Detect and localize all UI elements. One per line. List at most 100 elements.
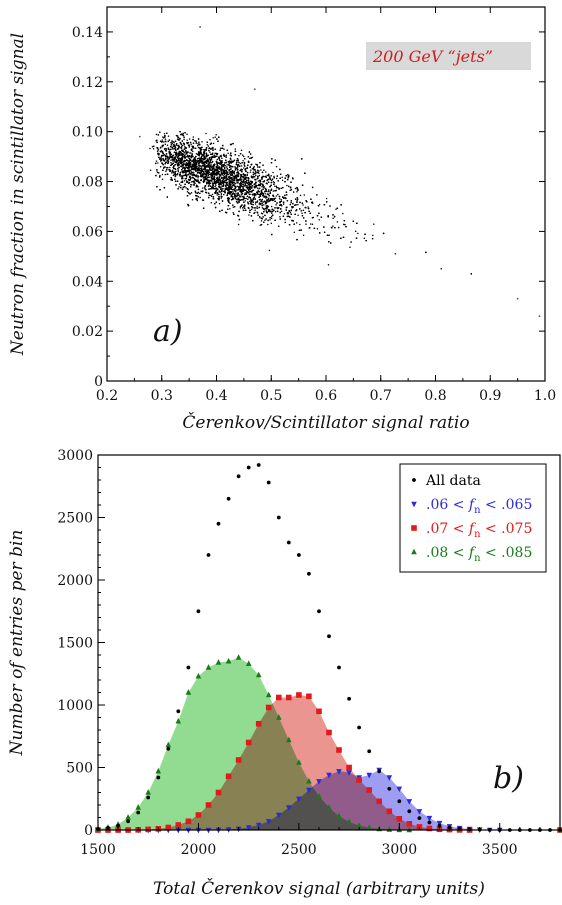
scatter-point: [216, 173, 218, 176]
scatter-point: [164, 134, 166, 137]
scatter-point: [218, 198, 220, 201]
scatter-point: [160, 149, 163, 152]
scatter-point: [267, 173, 270, 176]
scatter-point: [188, 138, 191, 140]
scatter-point: [262, 164, 264, 166]
scatter-point: [174, 140, 177, 142]
scatter-point: [337, 226, 340, 229]
scatter-point: [257, 180, 260, 182]
scatter-point: [260, 220, 263, 222]
scatter-point: [242, 176, 244, 178]
scatter-point: [212, 177, 214, 180]
scatter-point: [196, 179, 198, 181]
scatter-point: [246, 171, 249, 174]
scatter-point: [201, 168, 203, 171]
scatter-point: [192, 136, 195, 138]
scatter-point: [282, 201, 285, 203]
scatter-point: [230, 191, 232, 194]
scatter-point: [167, 135, 170, 137]
scatter-point: [211, 186, 213, 188]
scatter-point: [261, 207, 264, 209]
scatter-point: [176, 163, 179, 165]
scatter-point: [250, 187, 253, 189]
scatter-point: [204, 167, 206, 169]
scatter-point: [219, 159, 221, 162]
scatter-point: [240, 191, 243, 194]
scatter-point: [156, 170, 158, 172]
scatter-point: [262, 195, 264, 197]
scatter-point: [189, 152, 191, 154]
scatter-point: [215, 189, 218, 192]
scatter-point: [166, 155, 168, 157]
scatter-point: [257, 189, 260, 191]
scatter-point: [282, 215, 285, 218]
scatter-point: [163, 148, 166, 150]
scatter-point: [208, 158, 211, 160]
scatter-point: [192, 161, 195, 164]
scatter-point: [193, 184, 195, 186]
scatter-point: [258, 174, 261, 177]
scatter-point: [269, 191, 271, 193]
scatter-point: [236, 202, 239, 204]
scatter-point: [159, 158, 161, 160]
scatter-point: [250, 157, 253, 159]
scatter-point: [296, 201, 298, 203]
scatter-point: [271, 233, 273, 236]
scatter-point: [161, 154, 164, 157]
scatter-point: [344, 223, 346, 226]
scatter-point: [180, 175, 182, 177]
scatter-point: [172, 147, 174, 150]
scatter-point: [231, 174, 233, 176]
scatter-point: [205, 161, 207, 164]
scatter-point: [394, 252, 397, 255]
scatter-point: [336, 221, 339, 223]
scatter-point: [290, 201, 292, 204]
scatter-point: [225, 174, 227, 177]
scatter-point: [263, 210, 265, 213]
scatter-point: [267, 190, 269, 193]
scatter-point: [267, 223, 269, 226]
scatter-point: [161, 173, 164, 176]
scatter-point: [177, 170, 180, 173]
scatter-point: [230, 170, 233, 173]
scatter-point: [257, 171, 259, 173]
scatter-point: [200, 162, 203, 164]
scatter-point: [156, 141, 158, 144]
scatter-point: [163, 141, 165, 143]
scatter-point: [207, 145, 210, 147]
scatter-point: [425, 251, 427, 254]
scatter-point: [269, 192, 272, 195]
scatter-point: [284, 180, 286, 183]
scatter-point: [241, 207, 244, 209]
scatter-point: [187, 181, 189, 183]
scatter-point: [256, 201, 258, 203]
scatter-point: [227, 189, 230, 191]
scatter-point: [220, 167, 222, 169]
scatter-point: [354, 230, 357, 233]
scatter-point: [263, 221, 265, 223]
scatter-point: [352, 220, 355, 223]
scatter-point: [290, 213, 293, 216]
scatter-point: [218, 170, 220, 173]
scatter-point: [261, 218, 263, 220]
scatter-point: [244, 176, 246, 179]
scatter-point: [279, 211, 281, 214]
scatter-point: [254, 186, 256, 189]
scatter-point: [318, 203, 321, 206]
scatter-point: [185, 187, 187, 189]
scatter-point: [192, 155, 194, 158]
scatter-point: [156, 185, 158, 188]
scatter-point: [276, 207, 279, 210]
scatter-point: [270, 179, 273, 182]
scatter-point: [190, 143, 192, 145]
scatter-point: [181, 163, 183, 166]
scatter-point: [164, 173, 167, 176]
scatter-point: [265, 218, 267, 220]
scatter-point: [163, 160, 165, 162]
scatter-point: [178, 158, 180, 160]
scatter-point: [172, 156, 174, 158]
scatter-point: [270, 188, 273, 190]
scatter-point: [251, 191, 253, 193]
scatter-point: [206, 179, 209, 181]
